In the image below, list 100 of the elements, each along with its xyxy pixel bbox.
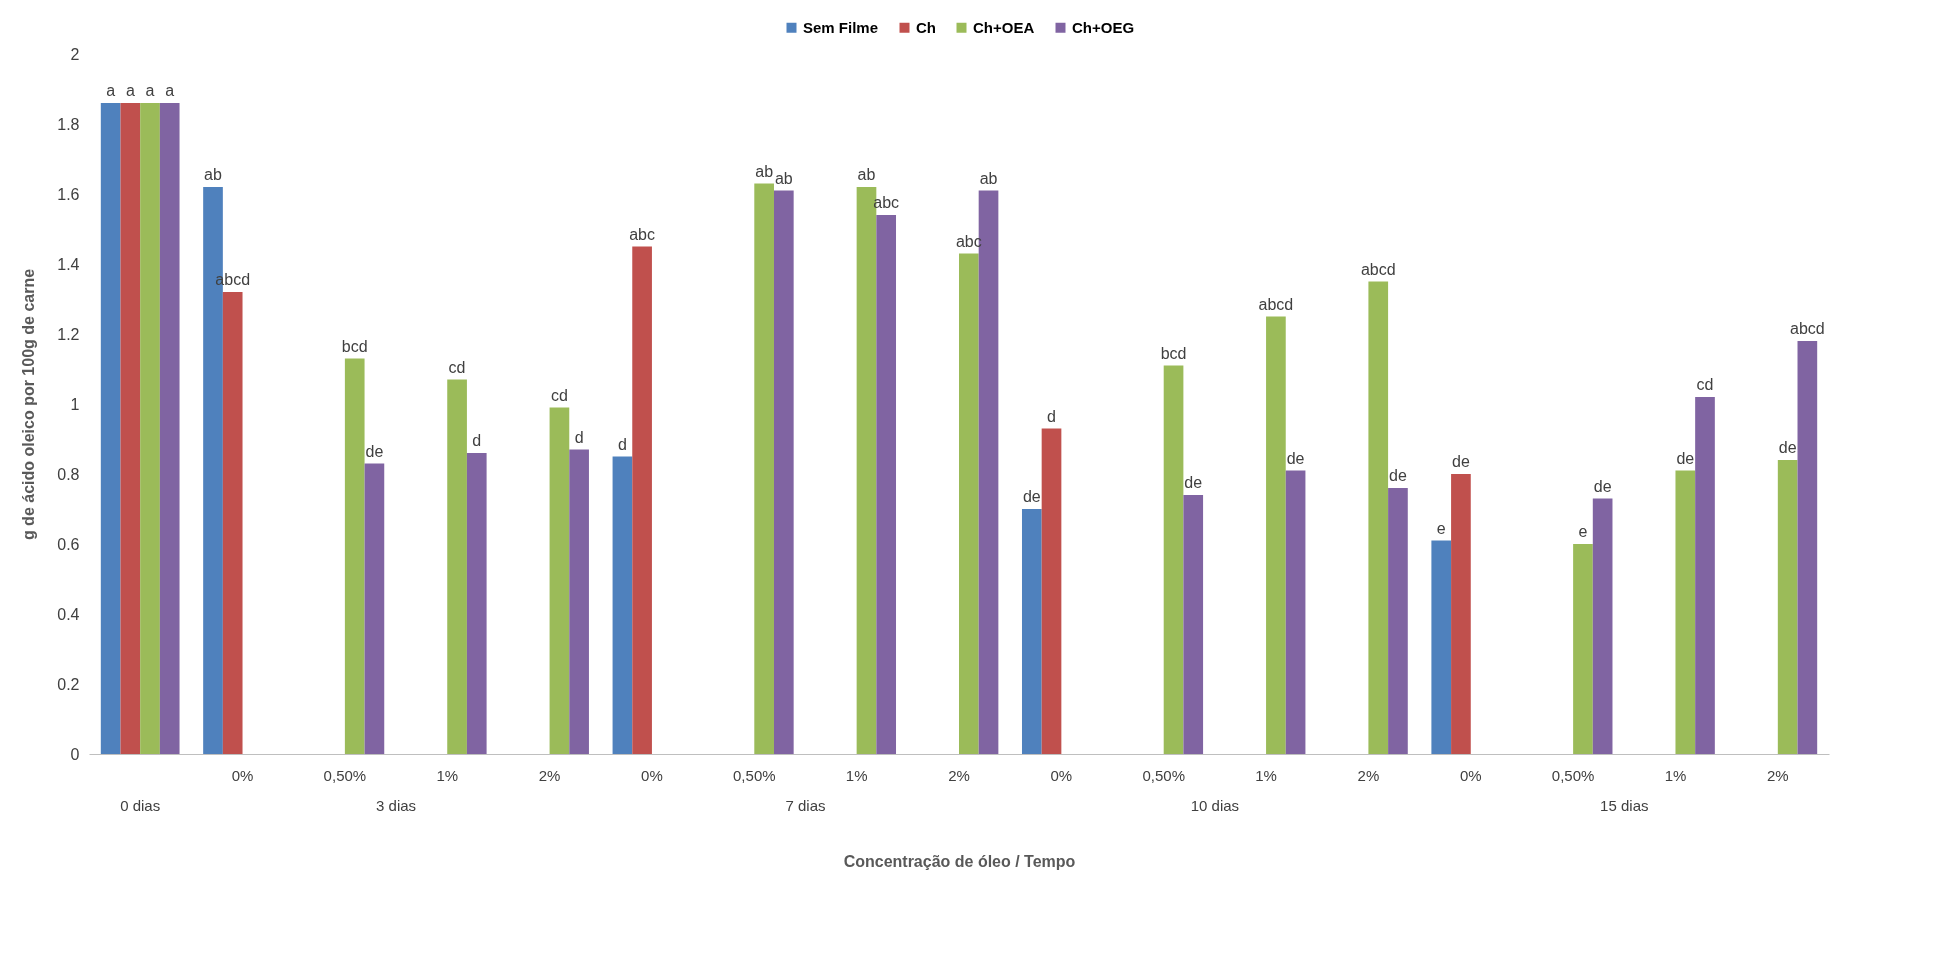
x-tick-label: 0% (231, 766, 254, 784)
data-label: ab (979, 169, 998, 187)
x-tick-label: 0,50% (733, 766, 776, 784)
data-label: abcd (1258, 295, 1294, 313)
y-tick-label: 1.4 (57, 255, 80, 273)
bar (1021, 509, 1042, 754)
data-label: cd (1696, 376, 1714, 393)
x-tick-label: 2% (1766, 766, 1789, 784)
bar (1675, 470, 1696, 754)
x-tick-label: 1% (845, 766, 868, 784)
y-tick-label: 1.8 (57, 115, 80, 133)
y-tick-label: 1.2 (57, 325, 80, 343)
bar (612, 456, 633, 754)
y-tick-label: 0.2 (57, 675, 80, 693)
data-label: cd (550, 386, 568, 404)
data-label: cd (448, 358, 466, 376)
data-label: ab (774, 169, 793, 187)
data-label: de (1389, 467, 1407, 484)
data-label: abc (629, 225, 655, 243)
data-label: a (165, 82, 175, 99)
bar (876, 215, 897, 754)
bar (222, 292, 243, 754)
bar (959, 253, 979, 754)
bar (447, 379, 467, 754)
data-label: d (617, 435, 627, 453)
data-label: de (1184, 474, 1203, 491)
text: 3 dias (376, 797, 417, 814)
bar (1797, 341, 1818, 754)
y-tick-label: 0.8 (57, 465, 80, 483)
y-tick-label: 2 (70, 45, 80, 63)
legend-label: Ch (916, 18, 936, 36)
bar (1777, 460, 1798, 754)
data-label: d (1047, 407, 1056, 425)
data-label: a (145, 82, 155, 99)
bar (140, 103, 160, 754)
data-label: bcd (341, 337, 368, 355)
bar (1368, 281, 1389, 754)
bar (1695, 397, 1715, 754)
bar (364, 463, 385, 754)
x-tick-label: 1% (436, 766, 459, 784)
x-tick-label: 0,50% (1142, 766, 1185, 784)
text: 10 dias (1190, 797, 1240, 814)
bar (1592, 498, 1613, 754)
x-tick-label: 1% (1255, 766, 1277, 784)
x-tick-label: 0% (1050, 766, 1073, 784)
data-label: ab (204, 166, 222, 183)
data-label: ab (755, 162, 774, 180)
data-label: a (106, 82, 116, 99)
data-label: bcd (1160, 344, 1187, 362)
bar (1451, 474, 1471, 754)
text: 7 dias (785, 797, 826, 814)
data-label: ab (857, 166, 876, 183)
x-tick-label: 0,50% (323, 766, 367, 784)
y-tick-label: 0.6 (57, 535, 80, 553)
legend-label: Ch+OEA (973, 18, 1035, 36)
data-label: de (1452, 453, 1470, 470)
data-label: a (125, 82, 135, 99)
bar (466, 453, 487, 754)
x-tick-label: 0% (1459, 766, 1482, 784)
x-tick-label: 1% (1664, 766, 1687, 784)
x-tick-label: 2% (948, 766, 970, 784)
bar (1266, 316, 1286, 754)
data-label: de (1676, 449, 1695, 467)
bar (1573, 544, 1593, 754)
legend-label: Sem Filme (803, 18, 879, 36)
y-tick-label: 1.6 (57, 185, 80, 203)
bar (549, 407, 570, 754)
bar (344, 358, 365, 754)
bar (569, 449, 589, 754)
data-label: e (1578, 523, 1588, 540)
bar (1163, 365, 1184, 754)
y-tick-label: 0 (70, 745, 80, 763)
x-tick-label: 0% (641, 766, 663, 784)
x-tick-label: 2% (1357, 766, 1380, 784)
y-axis-title: g de ácido oleico por 100g de carne (20, 268, 38, 541)
bar (1183, 495, 1204, 754)
bar (1431, 540, 1452, 754)
bar (1041, 428, 1062, 754)
data-label: de (1778, 439, 1797, 456)
bar (159, 103, 180, 754)
data-label: d (472, 432, 482, 449)
bar (1285, 470, 1306, 754)
data-label: de (1022, 488, 1041, 505)
text: 15 dias (1600, 797, 1649, 814)
data-label: de (1593, 477, 1612, 495)
bar (100, 103, 121, 754)
data-label: e (1436, 519, 1446, 537)
bar (773, 190, 794, 754)
data-label: de (365, 442, 384, 460)
bar (1388, 488, 1408, 754)
x-tick-label: 2% (538, 766, 561, 784)
x-tick-label: 0,50% (1551, 766, 1595, 784)
data-label: de (1286, 449, 1305, 467)
bar (120, 103, 141, 754)
y-tick-label: 0.4 (57, 605, 80, 623)
y-tick-label: 1 (70, 395, 80, 413)
data-label: abcd (1790, 320, 1825, 337)
legend-label: Ch+OEG (1072, 18, 1135, 36)
bar (632, 246, 652, 754)
data-label: abcd (1360, 260, 1396, 278)
